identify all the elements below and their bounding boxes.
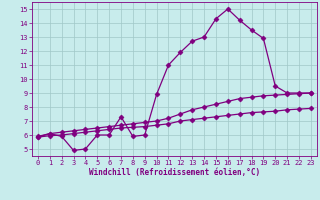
X-axis label: Windchill (Refroidissement éolien,°C): Windchill (Refroidissement éolien,°C) [89,168,260,177]
